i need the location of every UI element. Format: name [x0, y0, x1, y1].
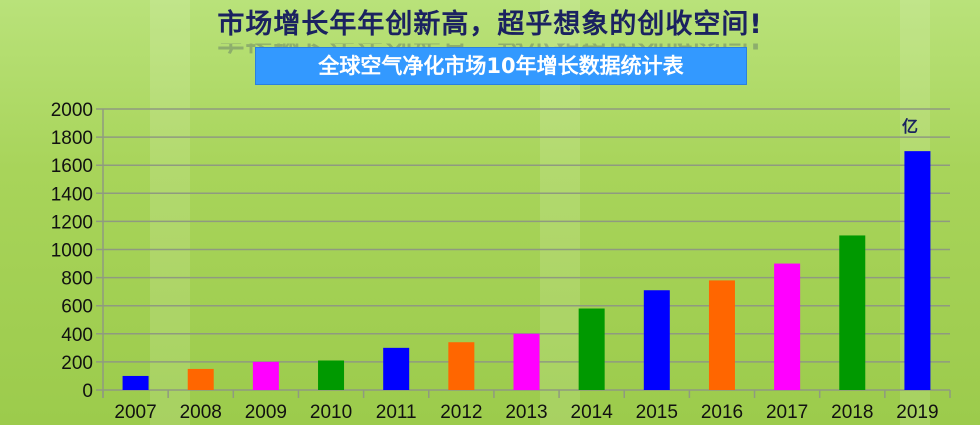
bar-2015 [643, 290, 670, 390]
background-stripe [150, 0, 190, 425]
y-tick-label: 1800 [51, 128, 93, 149]
y-tick-label: 600 [61, 297, 93, 318]
chart-title-banner: 全球空气净化市场10年增长数据统计表 [255, 47, 747, 85]
y-tick-label: 200 [61, 353, 93, 374]
y-tick-label: 1400 [51, 184, 93, 205]
x-tick-label: 2017 [766, 402, 808, 423]
bar-2018 [839, 235, 866, 390]
x-tick-label: 2010 [310, 402, 352, 423]
y-tick-label: 1000 [51, 241, 93, 262]
y-tick-label: 0 [82, 381, 93, 402]
bar-2009 [252, 361, 279, 390]
y-tick-label: 2000 [51, 100, 93, 121]
bar-2008 [187, 368, 214, 390]
bar-2007 [122, 375, 149, 390]
x-tick-label: 2008 [180, 402, 222, 423]
x-tick-label: 2007 [114, 402, 156, 423]
y-tick-label: 1200 [51, 212, 93, 233]
bar-2010 [318, 360, 345, 390]
y-tick-label: 400 [61, 325, 93, 346]
y-tick-label: 1600 [51, 156, 93, 177]
bar-2012 [448, 342, 475, 390]
y-tick-label: 800 [61, 269, 93, 290]
page-title: 市场增长年年创新高，超乎想象的创收空间! [217, 9, 763, 40]
bar-2011 [383, 347, 410, 390]
bar-2013 [513, 333, 540, 390]
bar-2017 [774, 263, 801, 390]
bar-2016 [708, 280, 735, 390]
bar-2019 [904, 151, 931, 390]
x-tick-label: 2012 [440, 402, 482, 423]
unit-label: 亿 [902, 117, 919, 136]
bar-2014 [578, 308, 605, 390]
x-tick-label: 2018 [831, 402, 873, 423]
x-tick-label: 2009 [245, 402, 287, 423]
x-tick-label: 2016 [701, 402, 743, 423]
x-tick-label: 2014 [571, 402, 614, 423]
x-tick-label: 2019 [896, 402, 938, 423]
x-tick-label: 2015 [636, 402, 678, 423]
x-tick-label: 2011 [376, 402, 417, 423]
x-tick-label: 2013 [505, 402, 547, 423]
